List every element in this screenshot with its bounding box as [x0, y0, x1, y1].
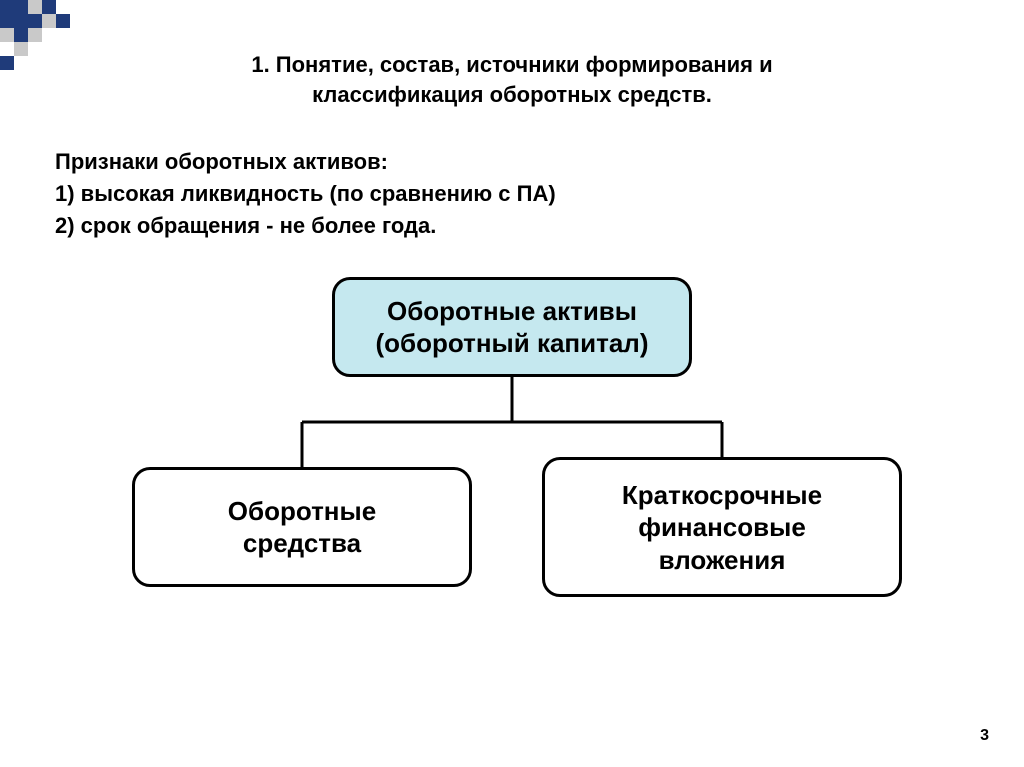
right-line1: Краткосрочные: [622, 480, 822, 510]
bullet-item-2: 2) срок обращения - не более года.: [55, 213, 969, 239]
chart-node-left: Оборотные средства: [132, 467, 472, 587]
right-line3: вложения: [659, 545, 786, 575]
slide-content: 1. Понятие, состав, источники формирован…: [0, 0, 1024, 767]
page-number: 3: [980, 727, 989, 745]
body-text: Признаки оборотных активов: 1) высокая л…: [55, 149, 969, 239]
chart-node-right: Краткосрочные финансовые вложения: [542, 457, 902, 597]
right-line2: финансовые: [638, 512, 806, 542]
slide-title: 1. Понятие, состав, источники формирован…: [122, 50, 902, 109]
chart-node-root: Оборотные активы (оборотный капитал): [332, 277, 692, 377]
org-chart: Оборотные активы (оборотный капитал) Обо…: [102, 277, 922, 597]
left-line2: средства: [243, 528, 361, 558]
root-line1: Оборотные активы: [387, 296, 637, 326]
bullets-heading: Признаки оборотных активов:: [55, 149, 969, 175]
left-line1: Оборотные: [228, 496, 376, 526]
title-line-2: классификация оборотных средств.: [312, 82, 712, 107]
title-line-1: 1. Понятие, состав, источники формирован…: [251, 52, 772, 77]
root-line2: (оборотный капитал): [376, 328, 649, 358]
bullet-item-1: 1) высокая ликвидность (по сравнению с П…: [55, 181, 969, 207]
